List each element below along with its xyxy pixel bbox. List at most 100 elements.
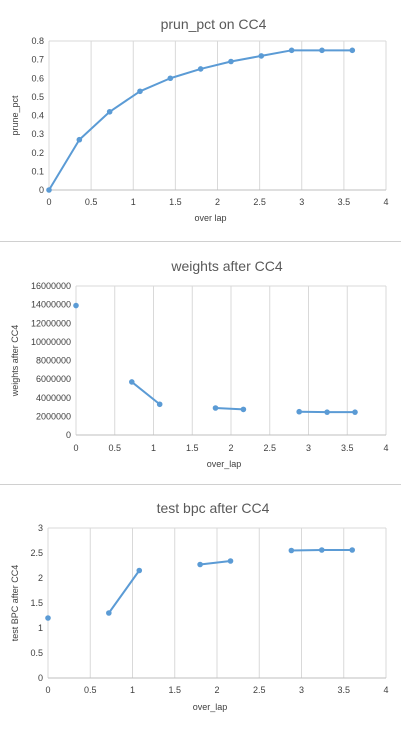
y-tick-label: 0.3: [31, 129, 44, 139]
y-tick-label: 10000000: [31, 337, 71, 347]
y-tick-label: 0.7: [31, 55, 44, 65]
x-tick-label: 0.5: [108, 443, 121, 453]
data-point: [289, 548, 295, 554]
x-tick-label: 0.5: [85, 197, 98, 207]
y-tick-label: 2: [38, 573, 43, 583]
y-axis-label: test BPC after CC4: [10, 565, 20, 642]
x-tick-label: 4: [383, 197, 388, 207]
data-point: [259, 53, 265, 59]
data-point: [45, 615, 51, 621]
y-tick-label: 0: [38, 673, 43, 683]
data-point: [213, 405, 219, 411]
x-axis-label: over_lap: [193, 702, 228, 712]
y-tick-label: 4000000: [36, 393, 71, 403]
data-point: [352, 409, 358, 415]
chart-svg: prun_pct on CC4 0 0.5 1 1.5 2 2.5 3 3.5 4 0 0.1 0.2 0…: [0, 0, 401, 240]
y-tick-label: 0.6: [31, 73, 44, 83]
x-tick-label: 3: [299, 685, 304, 695]
data-point: [136, 568, 142, 574]
x-tick-label: 2: [215, 197, 220, 207]
y-tick-label: 8000000: [36, 356, 71, 366]
data-point: [319, 48, 325, 54]
y-tick-label: 12000000: [31, 318, 71, 328]
chart-test-bpc: test bpc after CC4 0 0.5 1 1.5 2 2.5 3 3.5 4 0 0.5 1…: [0, 486, 401, 727]
x-tick-label: 2: [228, 443, 233, 453]
chart-prune-pct: prun_pct on CC4 0 0.5 1 1.5 2 2.5 3 3.5 4 0 0.1 0.2 0…: [0, 0, 401, 240]
y-tick-label: 14000000: [31, 300, 71, 310]
y-axis-label: prune_pct: [10, 95, 20, 136]
data-point: [319, 547, 325, 553]
data-point: [228, 558, 234, 564]
data-point: [129, 379, 135, 385]
data-point: [157, 401, 163, 407]
x-tick-label: 1: [151, 443, 156, 453]
y-axis-label: weights after CC4: [10, 325, 20, 398]
data-point: [241, 407, 247, 413]
data-point: [349, 547, 355, 553]
y-tick-label: 1: [38, 623, 43, 633]
x-tick-label: 3: [306, 443, 311, 453]
x-tick-label: 2.5: [253, 197, 266, 207]
data-point: [107, 109, 113, 115]
x-tick-label: 1.5: [168, 685, 181, 695]
chart-title: prun_pct on CC4: [161, 16, 267, 32]
x-tick-label: 2.5: [253, 685, 266, 695]
chart-title: test bpc after CC4: [157, 500, 270, 516]
y-tick-label: 1.5: [30, 598, 43, 608]
data-point: [296, 409, 302, 415]
x-tick-label: 1: [131, 197, 136, 207]
x-tick-label: 2: [214, 685, 219, 695]
x-tick-label: 0: [46, 197, 51, 207]
x-tick-label: 0: [73, 443, 78, 453]
y-tick-label: 16000000: [31, 281, 71, 291]
divider: [0, 484, 401, 485]
x-tick-label: 0.5: [84, 685, 97, 695]
y-tick-label: 3: [38, 523, 43, 533]
y-tick-label: 0.5: [31, 92, 44, 102]
x-tick-label: 0: [45, 685, 50, 695]
series-line: [132, 382, 160, 404]
y-tick-label: 2000000: [36, 411, 71, 421]
y-tick-label: 0.4: [31, 111, 44, 121]
data-point: [197, 562, 203, 568]
x-tick-label: 3.5: [341, 443, 354, 453]
y-tick-label: 0.5: [30, 648, 43, 658]
data-point: [137, 88, 143, 94]
data-point: [228, 59, 234, 65]
data-point: [77, 137, 83, 143]
x-tick-label: 1.5: [186, 443, 199, 453]
divider: [0, 241, 401, 242]
data-point: [46, 187, 52, 193]
y-tick-label: 0.1: [31, 166, 44, 176]
x-tick-label: 4: [383, 685, 388, 695]
y-tick-label: 2.5: [30, 548, 43, 558]
data-point: [198, 66, 204, 72]
series-line: [109, 571, 139, 614]
chart-weights: weights after CC4 0 0.5 1 1.5 2 2.5 3 3.5 4 0 20000…: [0, 243, 401, 480]
y-tick-label: 0: [39, 185, 44, 195]
chart-svg: weights after CC4 0 0.5 1 1.5 2 2.5 3 3.5 4 0 20000…: [0, 243, 401, 480]
x-axis-label: over lap: [194, 213, 226, 223]
series-line: [216, 408, 244, 409]
x-tick-label: 3: [299, 197, 304, 207]
x-tick-label: 2.5: [263, 443, 276, 453]
x-tick-label: 3.5: [338, 197, 351, 207]
data-point: [350, 48, 356, 54]
x-tick-label: 1: [130, 685, 135, 695]
y-tick-label: 0: [66, 430, 71, 440]
data-point: [106, 610, 112, 616]
chart-svg: test bpc after CC4 0 0.5 1 1.5 2 2.5 3 3.5 4 0 0.5 1…: [0, 486, 401, 727]
series-line: [200, 561, 230, 565]
x-tick-label: 4: [383, 443, 388, 453]
y-tick-label: 6000000: [36, 374, 71, 384]
data-point: [73, 303, 79, 309]
data-point: [324, 409, 330, 415]
y-tick-label: 0.8: [31, 36, 44, 46]
x-tick-label: 3.5: [337, 685, 350, 695]
x-axis-label: over_lap: [207, 459, 242, 469]
data-point: [168, 75, 174, 81]
chart-title: weights after CC4: [170, 258, 282, 274]
y-tick-label: 0.2: [31, 148, 44, 158]
data-point: [289, 48, 295, 54]
x-tick-label: 1.5: [169, 197, 182, 207]
